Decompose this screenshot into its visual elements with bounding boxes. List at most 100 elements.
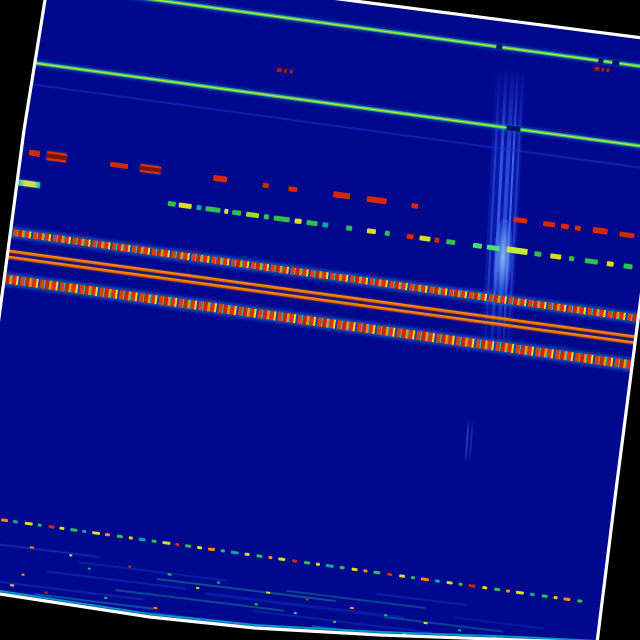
multicolor-dash-row-dash — [541, 593, 548, 598]
red-rfi-row-dash — [411, 202, 419, 209]
red-rfi-row-dash — [513, 216, 528, 224]
red-specks-b — [601, 67, 605, 72]
multicolor-dash-row-dash — [185, 543, 192, 548]
multicolor-dash-row-dash — [175, 542, 180, 546]
green-rfi-row-dash — [549, 252, 562, 260]
red-rfi-row-dash — [332, 191, 351, 200]
red-specks-a — [283, 68, 288, 74]
green-rfi-row-dash — [306, 219, 318, 226]
multicolor-dash-row-dash — [434, 578, 441, 583]
bottom-noise-speck — [87, 567, 91, 570]
red-rfi-row-dash — [619, 230, 635, 238]
multicolor-dash-row-dash — [410, 575, 416, 579]
spectral-line-1-gap — [496, 44, 503, 50]
green-rfi-row-dash — [623, 262, 633, 269]
multicolor-dash-row-dash — [494, 587, 501, 591]
multicolor-dash-row-dash — [577, 598, 583, 603]
multicolor-dash-row-dash — [325, 563, 335, 568]
spectral-line-1-gap — [598, 58, 604, 64]
multicolor-dash-row-dash — [339, 565, 345, 570]
red-rfi-row-dash — [574, 224, 582, 231]
green-rfi-row-dash — [178, 201, 193, 209]
orange-line-2 — [0, 253, 640, 347]
green-rfi-row-dash — [486, 244, 501, 251]
bottom-noise-streak — [0, 542, 100, 558]
bottom-noise-speck — [69, 554, 73, 557]
multicolor-dash-row-dash — [59, 525, 65, 530]
bottom-noise-speck — [293, 611, 297, 615]
green-rfi-row-dash — [17, 179, 41, 189]
multicolor-dash-row-dash — [315, 562, 321, 566]
multicolor-dash-row-dash — [24, 521, 34, 526]
green-rfi-row-dash — [167, 200, 177, 207]
multicolor-dash-row-dash — [104, 532, 111, 537]
bottom-noise-streak — [34, 593, 154, 610]
red-rfi-row-dash — [28, 149, 41, 158]
multicolor-dash-row-dash — [220, 548, 226, 553]
multicolor-dash-row-dash — [420, 576, 430, 581]
noisy-band-1 — [0, 227, 640, 324]
green-rfi-row-dash — [263, 213, 270, 220]
green-rfi-row-dash — [406, 233, 414, 239]
multicolor-dash-row-dash — [505, 588, 511, 593]
green-rfi-row-dash — [445, 238, 456, 245]
multicolor-dash-row-dash — [563, 596, 571, 601]
spectral-line-2 — [18, 58, 640, 153]
bottom-noise-speck — [128, 565, 132, 568]
green-rfi-row-dash — [606, 260, 615, 267]
bottom-noise-speck — [442, 633, 446, 636]
multicolor-dash-row-dash — [373, 570, 381, 575]
green-rfi-row-dash — [273, 214, 291, 223]
multicolor-dash-row-dash — [82, 529, 87, 533]
multicolor-dash-row-dash — [446, 580, 453, 585]
bottom-noise-speck — [423, 621, 428, 625]
bottom-noise-speck — [104, 596, 108, 600]
multicolor-dash-row-dash — [0, 517, 9, 522]
bottom-noise-speck — [266, 591, 271, 594]
green-rfi-row-dash — [196, 204, 202, 210]
red-rfi-row-dash — [542, 220, 556, 228]
red-rfi-row-dash — [46, 150, 68, 163]
green-rfi-row-dash — [584, 257, 599, 265]
green-rfi-row-dash — [245, 211, 260, 218]
red-specks-b — [594, 66, 600, 72]
bottom-noise-speck — [492, 635, 497, 638]
multicolor-dash-row-dash — [151, 538, 157, 543]
green-rfi-row-dash — [205, 205, 221, 213]
bottom-noise-speck — [167, 573, 172, 576]
bottom-noise-speck — [332, 620, 337, 624]
bottom-noise-speck — [153, 606, 158, 610]
red-rfi-row-dash — [560, 222, 570, 229]
spectral-line-1 — [28, 0, 640, 75]
bottom-noise-speck — [402, 632, 407, 635]
red-rfi-row-dash — [366, 195, 388, 205]
green-rfi-row-dash — [294, 217, 302, 224]
red-rfi-row-dash — [592, 226, 609, 235]
multicolor-dash-row-dash — [37, 522, 42, 527]
green-rfi-row-dash — [506, 246, 528, 256]
multicolor-dash-row-dash — [303, 560, 311, 565]
bottom-noise-speck — [349, 606, 355, 610]
multicolor-dash-row-dash — [48, 524, 55, 529]
bottom-noise-speck — [254, 603, 258, 606]
multicolor-dash-row-dash — [363, 568, 368, 573]
green-rfi-row-dash — [322, 221, 329, 228]
green-rfi-row-dash — [419, 234, 431, 242]
multicolor-dash-row-dash — [553, 595, 558, 599]
multicolor-dash-row-dash — [515, 590, 525, 595]
bottom-noise-speck — [29, 546, 35, 549]
green-rfi-row-dash — [534, 250, 542, 257]
bottom-noise-speck — [457, 629, 462, 632]
bottom-noise-speck — [384, 613, 388, 617]
multicolor-dash-row-dash — [256, 553, 263, 558]
multicolor-dash-row-dash — [529, 592, 536, 596]
green-rfi-row-dash — [366, 227, 377, 234]
multicolor-dash-row-dash — [278, 556, 286, 561]
bottom-noise-speck — [305, 598, 309, 601]
multicolor-dash-row-dash — [268, 555, 273, 559]
multicolor-dash-row-dash — [196, 545, 203, 549]
multicolor-dash-row-dash — [207, 546, 216, 551]
